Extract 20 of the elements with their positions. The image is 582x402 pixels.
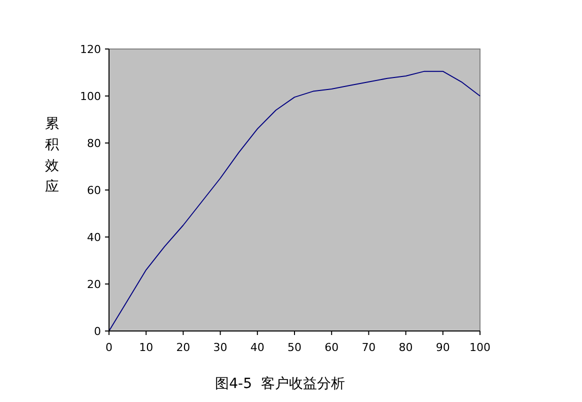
x-tick-label: 60 xyxy=(324,341,339,354)
x-tick-label: 70 xyxy=(362,341,376,354)
y-tick-label: 80 xyxy=(87,137,101,150)
y-tick-label: 100 xyxy=(80,90,101,103)
x-tick-label: 50 xyxy=(288,341,302,354)
x-tick-label: 90 xyxy=(436,341,450,354)
x-tick-label: 0 xyxy=(106,341,112,354)
y-tick-label: 60 xyxy=(87,184,101,197)
y-tick-label: 20 xyxy=(87,278,101,291)
x-tick-label: 80 xyxy=(398,341,413,354)
y-axis-title: 累积效应 xyxy=(45,116,59,195)
y-tick-label: 0 xyxy=(94,325,101,338)
x-tick-label: 30 xyxy=(213,341,228,354)
x-tick-label: 20 xyxy=(176,341,190,354)
x-tick-label: 10 xyxy=(139,341,154,354)
x-tick-label: 40 xyxy=(250,341,264,354)
x-tick-label: 100 xyxy=(470,341,490,354)
caption: 图4-5 客户收益分析 xyxy=(215,376,345,392)
y-tick-label: 120 xyxy=(80,43,101,56)
y-tick-label: 40 xyxy=(87,231,101,244)
